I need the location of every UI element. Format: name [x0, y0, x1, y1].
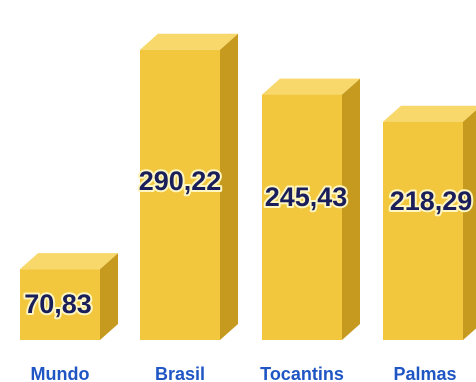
value-label-tocantins: 245,43 — [265, 182, 348, 212]
category-labels-group: Mundo Brasil Tocantins Palmas — [31, 364, 457, 382]
bar-palmas — [383, 105, 476, 341]
bar-side-face — [220, 33, 238, 340]
bar-front-face — [140, 49, 220, 340]
bar-top-face — [262, 78, 360, 95]
category-label-palmas: Palmas — [393, 364, 456, 382]
bar-top-face — [383, 105, 476, 122]
category-label-brasil: Brasil — [155, 364, 205, 382]
bar-side-face — [100, 253, 118, 340]
value-label-palmas: 218,29 — [390, 186, 473, 216]
category-label-mundo: Mundo — [31, 364, 90, 382]
bar-top-face — [140, 33, 238, 50]
value-label-brasil: 290,22 — [139, 166, 222, 196]
value-label-mundo: 70,83 — [24, 289, 92, 319]
bar-front-face — [383, 121, 463, 341]
bar-mundo — [20, 253, 118, 340]
bar-front-face — [20, 269, 100, 340]
value-labels-group: 70,83 290,22 245,43 218,29 — [22, 164, 474, 321]
bar-brasil — [140, 33, 238, 340]
category-label-tocantins: Tocantins — [260, 364, 344, 382]
bar-tocantins — [262, 78, 360, 340]
bars-group — [20, 33, 476, 341]
bar-top-face — [20, 253, 118, 270]
bar-side-face — [342, 78, 360, 340]
bar-side-face — [463, 110, 476, 340]
bar-front-face — [262, 94, 342, 340]
